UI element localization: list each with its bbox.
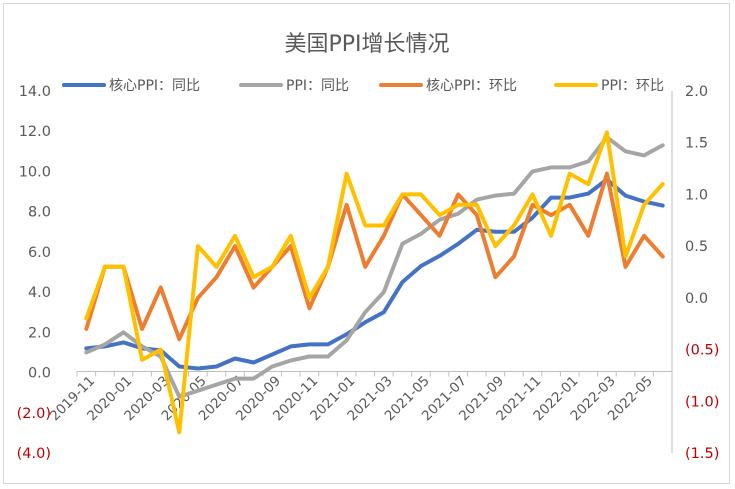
y-left-tick-label: (4.0) bbox=[17, 446, 51, 462]
axes bbox=[76, 91, 673, 453]
y-left-tick-label: 0.0 bbox=[28, 366, 51, 382]
legend-label: PPI：环比 bbox=[601, 78, 664, 94]
y-left-tick-label: 6.0 bbox=[28, 245, 51, 261]
y-axis-right-ticks: (1.5) (1.0) (0.5) 0.0 0.5 1.0 1.5 2.0 bbox=[685, 84, 719, 462]
y-left-tick-label: 12.0 bbox=[19, 124, 51, 140]
y-left-tick-label: (2.0) bbox=[17, 406, 51, 422]
y-right-tick-label: 2.0 bbox=[685, 84, 708, 100]
y-right-tick-label: (1.0) bbox=[685, 394, 719, 410]
y-right-tick-label: 1.5 bbox=[685, 136, 708, 152]
series-line-4 bbox=[84, 130, 665, 435]
y-left-tick-label: 14.0 bbox=[19, 84, 51, 100]
series-line-3 bbox=[84, 171, 665, 342]
y-left-tick-label: 2.0 bbox=[28, 325, 51, 341]
legend-label: 核心PPI：同比 bbox=[109, 78, 200, 94]
series-lines bbox=[84, 130, 665, 435]
y-left-tick-label: 10.0 bbox=[19, 164, 51, 180]
y-right-tick-label: (0.5) bbox=[685, 343, 719, 359]
y-axis-left-ticks: (4.0) (2.0) 0.0 2.0 4.0 6.0 8.0 10.0 12.0 14.0 bbox=[17, 84, 51, 462]
y-right-tick-label: (1.5) bbox=[685, 446, 719, 462]
y-right-tick-label: 0.5 bbox=[685, 239, 708, 255]
y-right-tick-label: 0.0 bbox=[685, 291, 708, 307]
chart-title: 美国PPI增长情况 bbox=[284, 32, 449, 57]
y-left-tick-label: 4.0 bbox=[28, 285, 51, 301]
legend-label: PPI：同比 bbox=[286, 78, 349, 94]
series-line-1 bbox=[84, 177, 665, 371]
chart-frame bbox=[3, 3, 730, 484]
x-axis-ticks: 2019-112020-012020-032020-052020-072020-… bbox=[47, 373, 656, 424]
legend: 核心PPI：同比 PPI：同比 核心PPI：环比 PPI：环比 bbox=[62, 78, 664, 94]
legend-label: 核心PPI：环比 bbox=[426, 78, 517, 94]
y-right-tick-label: 1.0 bbox=[685, 187, 708, 203]
y-left-tick-label: 8.0 bbox=[28, 205, 51, 221]
